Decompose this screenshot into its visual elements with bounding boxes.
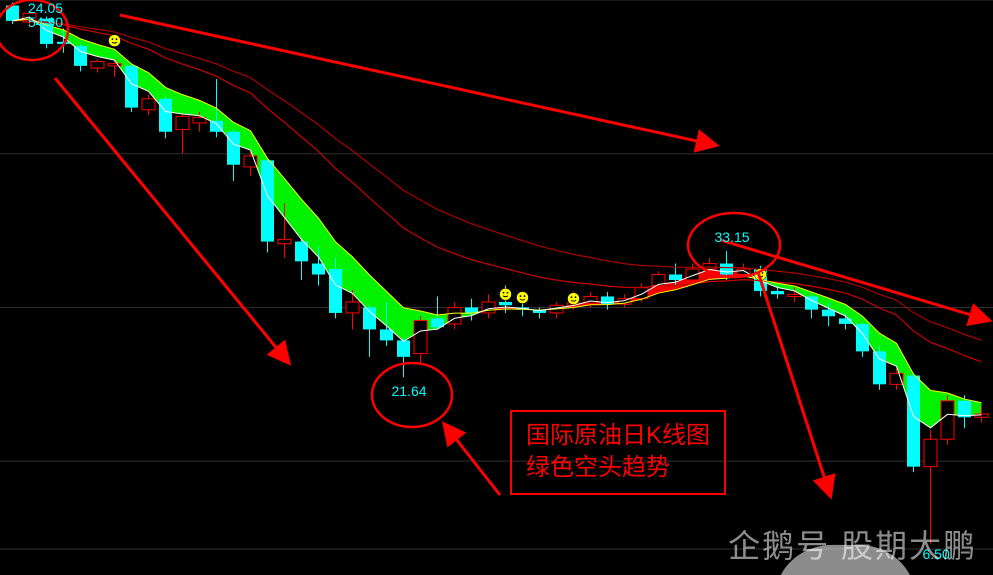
penguin-icon (690, 533, 718, 561)
price-label-top2: 54.90 (28, 14, 63, 30)
annotation-text-box: 国际原油日K线图 绿色空头趋势 (510, 410, 726, 495)
annotation-layer (0, 0, 993, 575)
chart-container: 24.05 54.90 21.64 33.15 6.50 国际原油日K线图 绿色… (0, 0, 993, 575)
annotation-line2: 绿色空头趋势 (526, 452, 710, 484)
annotation-line1: 国际原油日K线图 (526, 420, 710, 452)
price-label-high1: 33.15 (715, 229, 750, 245)
price-label-low1: 21.64 (392, 383, 427, 399)
watermark: 企鹅号 股期大鹏 (690, 521, 977, 567)
